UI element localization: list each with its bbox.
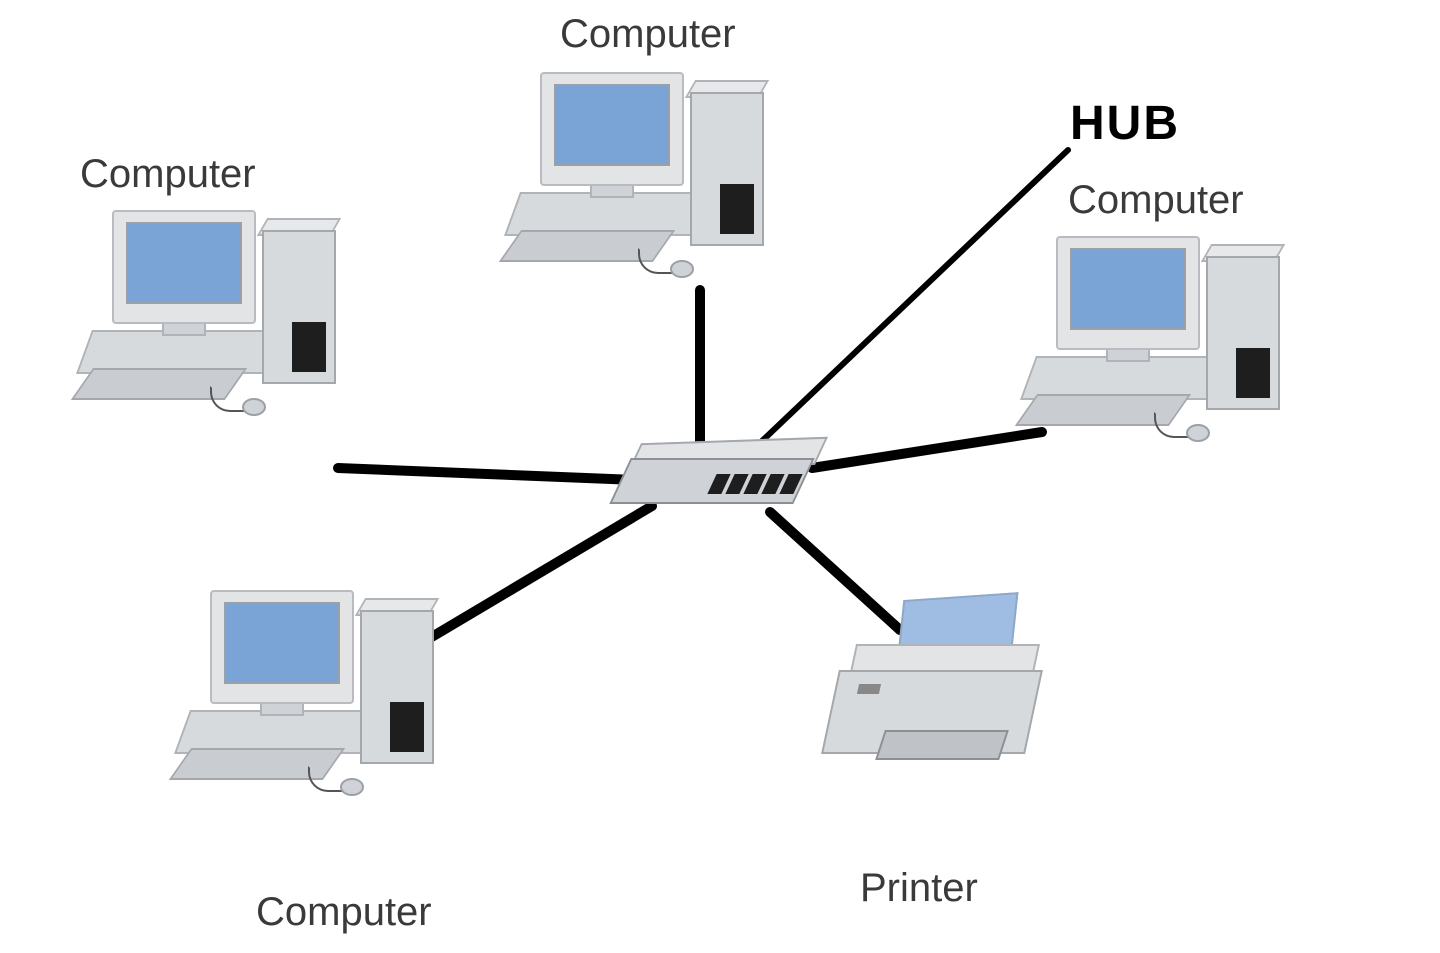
tower xyxy=(360,610,434,764)
screen xyxy=(1070,248,1186,330)
screen xyxy=(126,222,242,304)
network-diagram: { "type": "network", "background_color":… xyxy=(0,0,1440,953)
computer-icon xyxy=(92,210,352,410)
printer-node xyxy=(830,600,1050,780)
connection-line xyxy=(742,150,1068,460)
computer-node xyxy=(190,590,450,790)
drive-bay xyxy=(720,184,754,234)
hub-ports xyxy=(707,474,802,494)
mouse xyxy=(670,260,694,278)
connection-line xyxy=(430,506,652,638)
drive-bay xyxy=(390,702,424,752)
monitor xyxy=(1056,236,1200,350)
mouse xyxy=(1186,424,1210,442)
drive-bay xyxy=(292,322,326,372)
computer-node xyxy=(92,210,352,410)
connection-line xyxy=(812,432,1042,468)
mouse xyxy=(242,398,266,416)
computer-label: Computer xyxy=(1068,178,1244,223)
computer-label: Computer xyxy=(80,152,256,197)
mouse xyxy=(340,778,364,796)
screen xyxy=(554,84,670,166)
printer-tray xyxy=(875,730,1009,760)
computer-label: Computer xyxy=(256,890,432,935)
computer-node xyxy=(1036,236,1296,436)
hub-title-label: HUB xyxy=(1070,96,1180,151)
tower xyxy=(262,230,336,384)
printer-button xyxy=(857,684,881,694)
monitor xyxy=(540,72,684,186)
drive-bay xyxy=(1236,348,1270,398)
monitor xyxy=(112,210,256,324)
computer-node xyxy=(520,72,780,272)
tower xyxy=(690,92,764,246)
hub-device xyxy=(620,440,830,520)
computer-icon xyxy=(1036,236,1296,436)
printer-label: Printer xyxy=(860,866,978,911)
printer-icon xyxy=(830,600,1050,780)
monitor xyxy=(210,590,354,704)
tower xyxy=(1206,256,1280,410)
screen xyxy=(224,602,340,684)
computer-icon xyxy=(190,590,450,790)
computer-label: Computer xyxy=(560,12,736,57)
connection-line xyxy=(338,468,636,480)
computer-icon xyxy=(520,72,780,272)
